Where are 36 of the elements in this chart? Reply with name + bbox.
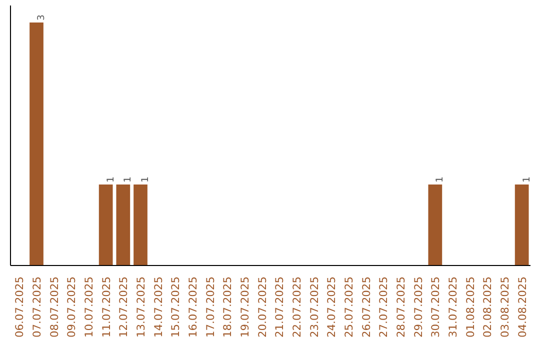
x-tick-label: 17.07.2025 xyxy=(204,276,217,338)
x-tick-label: 15.07.2025 xyxy=(169,276,182,338)
x-tick-label: 23.07.2025 xyxy=(308,276,321,338)
x-tick-label: 30.07.2025 xyxy=(429,276,442,338)
x-tick-label: 04.08.2025 xyxy=(516,276,529,338)
x-tick-label: 18.07.2025 xyxy=(221,276,234,338)
x-tick-label: 21.07.2025 xyxy=(273,276,286,338)
data-label: 3 xyxy=(36,14,47,21)
data-label: 1 xyxy=(140,176,151,183)
x-tick-label: 29.07.2025 xyxy=(412,276,425,338)
x-tick-label: 14.07.2025 xyxy=(152,276,165,338)
data-label: 1 xyxy=(521,176,532,183)
x-tick-label: 31.07.2025 xyxy=(446,276,460,338)
x-tick-label: 25.07.2025 xyxy=(342,276,356,338)
data-label: 1 xyxy=(122,176,134,183)
x-tick-label: 22.07.2025 xyxy=(290,276,304,338)
x-tick-label: 06.07.2025 xyxy=(13,276,26,338)
x-tick-label: 16.07.2025 xyxy=(186,276,200,338)
x-tick-label: 03.08.2025 xyxy=(498,276,512,338)
x-tick-label: 09.07.2025 xyxy=(65,276,78,338)
x-tick-label: 07.07.2025 xyxy=(30,276,44,338)
x-tick-label: 27.07.2025 xyxy=(377,276,390,338)
x-tick-label: 08.07.2025 xyxy=(48,276,61,338)
x-tick-label: 28.07.2025 xyxy=(394,276,408,338)
x-tick-label: 11.07.2025 xyxy=(100,276,113,338)
x-tick-label: 02.08.2025 xyxy=(481,276,494,338)
x-tick-label: 26.07.2025 xyxy=(360,276,373,338)
x-tick-label: 01.08.2025 xyxy=(464,276,477,338)
x-tick-label: 10.07.2025 xyxy=(82,276,96,338)
x-tick-label: 24.07.2025 xyxy=(325,276,338,338)
x-tick-label: 20.07.2025 xyxy=(256,276,269,338)
x-tick-label: 19.07.2025 xyxy=(238,276,252,338)
data-label: 1 xyxy=(434,176,446,183)
x-tick-label: 12.07.2025 xyxy=(117,276,130,338)
data-label: 1 xyxy=(105,176,116,183)
x-tick-label: 13.07.2025 xyxy=(134,276,148,338)
